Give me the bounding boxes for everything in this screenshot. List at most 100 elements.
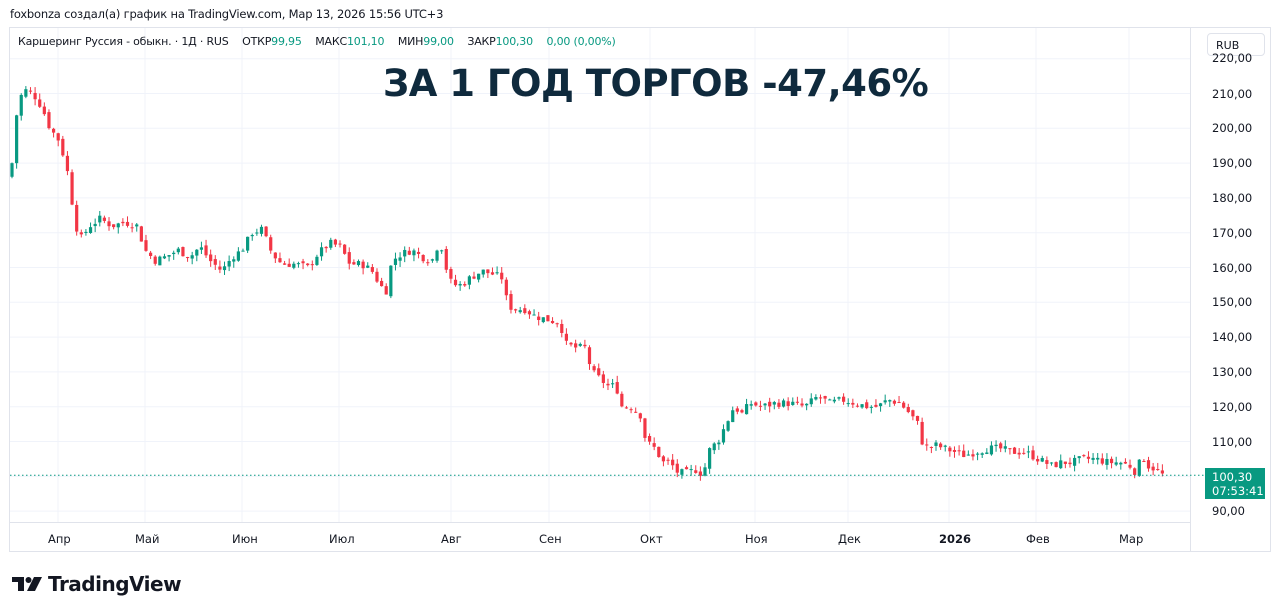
- candle-body: [1160, 470, 1164, 474]
- candle-body: [1063, 461, 1067, 464]
- candle-body: [296, 263, 301, 265]
- candle-body: [1151, 466, 1155, 471]
- candle-body: [809, 398, 813, 405]
- candle-body: [657, 446, 661, 458]
- low-value: 99,00: [423, 35, 454, 48]
- price-axis-label: 220,00: [1212, 51, 1253, 65]
- candle-body: [107, 221, 111, 227]
- candle-body: [259, 226, 264, 234]
- candle-body: [347, 252, 351, 264]
- candle-body: [994, 444, 998, 447]
- candle-body: [509, 294, 513, 310]
- candle-body: [1119, 462, 1123, 465]
- price-axis-label: 90,00: [1212, 504, 1245, 519]
- candle-body: [412, 250, 416, 256]
- candle-body: [149, 252, 153, 256]
- candle-body: [883, 400, 887, 403]
- candle-body: [1040, 458, 1044, 462]
- candle-body: [537, 316, 541, 321]
- candle-body: [629, 409, 633, 411]
- candle-body: [112, 224, 116, 228]
- price-axis-label: 140,00: [1212, 330, 1253, 345]
- candle-body: [906, 407, 910, 413]
- candle-body: [541, 317, 545, 323]
- last-price-value: 100,30: [1212, 470, 1253, 484]
- candle-body: [361, 261, 365, 269]
- candle-body: [135, 224, 139, 227]
- candle-body: [125, 221, 130, 226]
- candle-body: [181, 247, 185, 257]
- candle-body: [1054, 462, 1058, 468]
- candle-body: [153, 256, 157, 264]
- candle-body: [781, 400, 786, 407]
- candle-body: [1086, 456, 1091, 459]
- candle-body: [560, 323, 564, 333]
- symbol-name[interactable]: Каршеринг Руссия - обыкн.: [18, 35, 172, 48]
- candle-body: [1128, 464, 1132, 468]
- candle-body: [84, 231, 88, 233]
- candle-body: [51, 128, 56, 133]
- candle-body: [204, 245, 208, 256]
- candle-body: [874, 404, 878, 407]
- candle-body: [241, 250, 245, 252]
- candle-body: [338, 243, 342, 245]
- candle-body: [721, 429, 726, 443]
- candle-body: [620, 393, 624, 407]
- candle-body: [472, 276, 476, 279]
- candle-body: [1031, 450, 1035, 460]
- candle-body: [606, 383, 610, 386]
- candle-body: [162, 256, 167, 259]
- candle-body: [24, 89, 28, 97]
- time-axis-label: Дек: [838, 532, 862, 546]
- candle-body: [892, 400, 897, 404]
- candle-body: [1012, 447, 1017, 454]
- candle-body: [1073, 457, 1077, 466]
- candle-body: [209, 254, 213, 262]
- candle-body: [352, 262, 356, 265]
- candle-body: [846, 403, 850, 405]
- candle-body: [546, 315, 550, 322]
- candle-body: [213, 259, 217, 265]
- candle-body: [1114, 462, 1118, 465]
- price-axis-label: 130,00: [1212, 364, 1253, 379]
- candle-body: [694, 470, 698, 473]
- candle-body: [611, 383, 615, 385]
- time-axis-label: Авг: [441, 532, 462, 546]
- candle-body: [1109, 458, 1114, 464]
- candle-body: [324, 246, 328, 249]
- candle-body: [652, 443, 656, 447]
- candle-body: [232, 259, 236, 262]
- candle-body: [75, 204, 79, 232]
- candle-body: [726, 421, 730, 431]
- price-axis-divider: [1190, 27, 1191, 552]
- candle-body: [199, 247, 204, 250]
- candle-body: [1105, 458, 1109, 465]
- candle-body: [393, 258, 398, 265]
- candle-body: [430, 259, 435, 261]
- candle-body: [1123, 461, 1128, 464]
- candle-body: [943, 445, 947, 447]
- time-axis-divider: [9, 522, 1190, 523]
- candle-body: [121, 221, 125, 224]
- candle-body: [1026, 451, 1030, 453]
- candle-body: [375, 271, 379, 282]
- candle-body: [952, 449, 957, 452]
- candle-body: [1059, 460, 1063, 469]
- candle-body: [463, 284, 467, 286]
- candle-body: [421, 254, 425, 262]
- candle-body: [158, 256, 162, 266]
- price-axis-label: 170,00: [1212, 225, 1253, 240]
- candle-body: [712, 443, 716, 451]
- tradingview-logo[interactable]: TradingView: [12, 572, 182, 596]
- candle-body: [925, 444, 929, 446]
- candle-body: [42, 106, 46, 115]
- candle-body: [495, 272, 499, 274]
- price-axis-label: 160,00: [1212, 260, 1253, 275]
- candle-body: [703, 467, 707, 476]
- candle-body: [102, 217, 106, 221]
- exchange-label: RUS: [206, 35, 229, 48]
- currency-button[interactable]: RUB: [1207, 33, 1265, 56]
- candle-body: [795, 401, 799, 403]
- candle-body: [638, 413, 642, 419]
